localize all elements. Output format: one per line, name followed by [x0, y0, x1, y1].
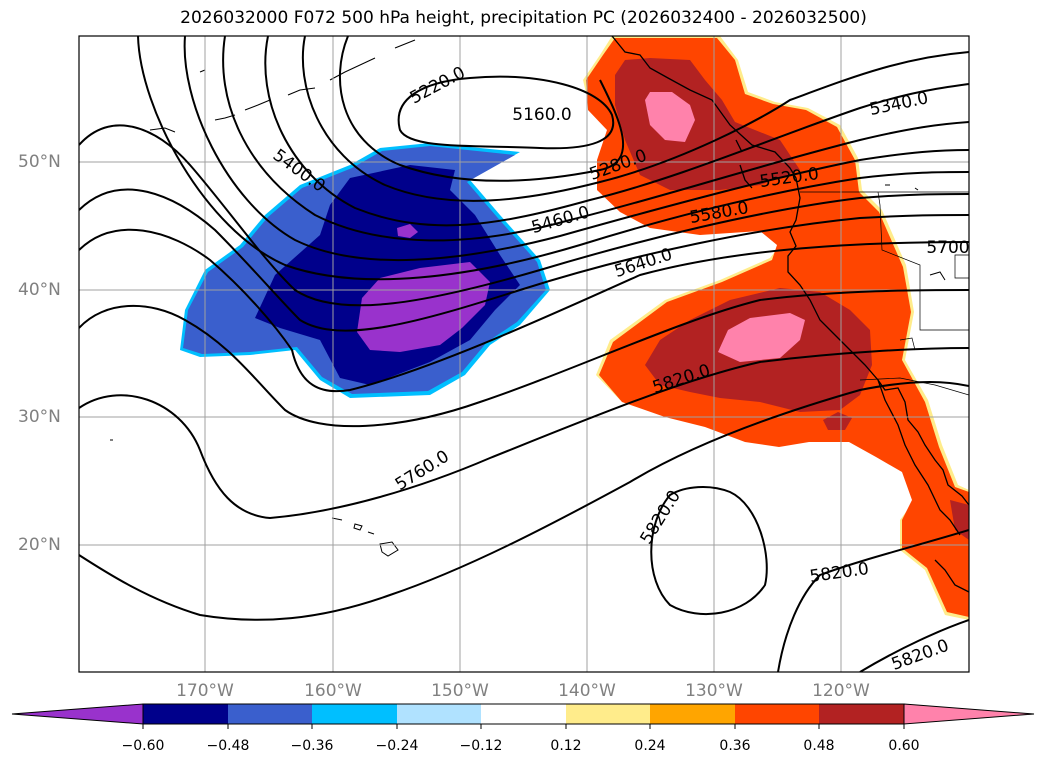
colorbar-tick-label: −0.24 — [375, 738, 419, 754]
colorbar-swatch — [735, 704, 819, 724]
colorbar-max-extension — [903, 703, 1035, 725]
contour-5820-low — [650, 485, 768, 616]
contour-5520 — [137, 36, 969, 281]
colorbar-tick-label: −0.60 — [121, 738, 165, 754]
colorbar-tick-label: 0.24 — [634, 738, 666, 754]
lon-label: 140°W — [558, 681, 616, 701]
pos-pink-lower — [718, 313, 805, 362]
negative-pc-region — [180, 143, 550, 398]
colorbar-swatch — [397, 704, 481, 724]
colorbar-tick-label: 0.36 — [719, 738, 751, 754]
colorbar-tick-label: −0.36 — [290, 738, 334, 754]
map-title: 2026032000 F072 500 hPa height, precipit… — [180, 8, 867, 28]
contour-5160 — [397, 75, 615, 150]
colorbar-tick-label: −0.12 — [459, 738, 503, 754]
colorbar-tick-label: −0.48 — [206, 738, 250, 754]
lat-label: 50°N — [18, 152, 61, 172]
colorbar-min-extension — [11, 703, 144, 725]
graticule — [79, 36, 969, 672]
contour-label: 5700 — [926, 238, 969, 258]
colorbar-swatch — [819, 704, 904, 724]
lat-label: 40°N — [18, 280, 61, 300]
positive-pc-region — [583, 36, 969, 620]
colorbar-swatch — [566, 704, 650, 724]
colorbar-tick-label: 0.48 — [803, 738, 835, 754]
pos-red-upper — [615, 58, 800, 190]
colorbar-swatch — [228, 704, 312, 724]
contour-5580 — [79, 188, 969, 332]
contour-5820-west — [79, 381, 969, 621]
pos-red-coast — [950, 500, 969, 540]
map-frame — [78, 35, 970, 673]
contour-5340 — [264, 36, 969, 227]
colorbar-tick-label: 0.12 — [550, 738, 582, 754]
lon-label: 130°W — [685, 681, 743, 701]
contour-5400 — [222, 36, 969, 242]
lon-label: 150°W — [431, 681, 489, 701]
contour-5640 — [79, 228, 969, 393]
colorbar-swatch — [650, 704, 735, 724]
contour-5820-se — [859, 619, 969, 672]
neg-purple-spot — [397, 224, 418, 238]
colorbar — [11, 703, 1035, 729]
colorbar-swatch — [481, 704, 566, 724]
contour-5820-east — [777, 529, 969, 672]
lat-label: 20°N — [18, 535, 61, 555]
lat-label: 30°N — [18, 407, 61, 427]
contour-5220 — [338, 36, 625, 182]
pos-pink-upper — [645, 92, 695, 142]
contour-label: 5160.0 — [512, 105, 571, 125]
colorbar-swatch — [312, 704, 397, 724]
contour-5760 — [79, 347, 969, 520]
lon-label: 170°W — [176, 681, 234, 701]
colorbar-tick-label: 0.60 — [888, 738, 920, 754]
colorbar-swatch — [143, 704, 228, 724]
lon-label: 120°W — [812, 681, 870, 701]
islands — [110, 39, 946, 557]
contour-5700 — [79, 289, 969, 428]
neg-purple-area — [357, 262, 490, 352]
contour-5460 — [183, 36, 969, 261]
lon-label: 160°W — [304, 681, 362, 701]
height-contours — [79, 36, 969, 672]
